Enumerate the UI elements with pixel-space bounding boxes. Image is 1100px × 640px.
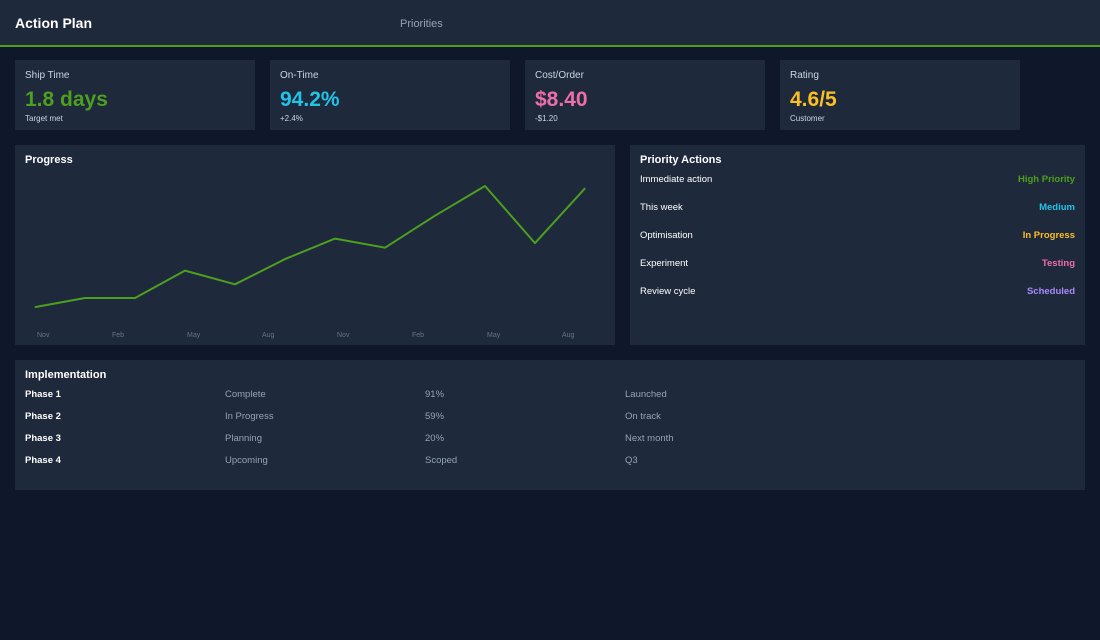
priority-badge[interactable]: Medium <box>1039 202 1075 213</box>
kpi-subtext: Target met <box>25 114 63 123</box>
phase-cell: Phase 1 <box>25 389 61 400</box>
priority-label: Immediate action <box>640 174 713 185</box>
progress-data-point <box>534 242 536 244</box>
app-title: Action Plan <box>15 15 93 31</box>
x-tick-label: Feb <box>112 332 124 339</box>
kpi-value: 1.8 days <box>25 88 108 111</box>
priority-label: Experiment <box>640 258 689 269</box>
priority-row: Immediate action High Priority <box>640 174 1075 188</box>
x-tick-label: Feb <box>412 332 424 339</box>
kpi-card-rating: Rating 4.6/5 Customer <box>780 60 1020 130</box>
progress-chart: Nov Feb May Aug Nov Feb May Aug <box>34 185 586 339</box>
table-row: Phase 3 Planning 20% Next month <box>25 433 1075 447</box>
priority-row: This week Medium <box>640 202 1075 216</box>
percent-cell: 91% <box>425 389 445 400</box>
priority-badge[interactable]: Scheduled <box>1026 286 1075 297</box>
percent-cell: 59% <box>425 411 445 422</box>
progress-data-point <box>484 185 486 187</box>
priority-label: Optimisation <box>640 230 693 241</box>
priority-row: Experiment Testing <box>640 258 1075 272</box>
status-cell: Complete <box>225 389 266 400</box>
note-cell: Next month <box>625 433 674 444</box>
progress-data-point <box>584 187 586 189</box>
priority-label: This week <box>640 202 683 213</box>
priority-badge[interactable]: Testing <box>1041 258 1075 269</box>
kpi-subtext: Customer <box>790 114 825 123</box>
x-tick-label: May <box>187 332 201 339</box>
note-cell: On track <box>625 411 661 422</box>
progress-title: Progress <box>25 154 73 166</box>
kpi-value: 94.2% <box>280 88 340 111</box>
kpi-value: 4.6/5 <box>790 88 837 111</box>
kpi-card-on-time: On-Time 94.2% +2.4% <box>270 60 510 130</box>
status-cell: Upcoming <box>225 455 268 466</box>
table-row: Phase 2 In Progress 59% On track <box>25 411 1075 425</box>
status-cell: In Progress <box>225 411 274 422</box>
x-tick-label: Nov <box>37 332 50 339</box>
kpi-label: Rating <box>790 70 819 81</box>
phase-cell: Phase 4 <box>25 455 61 466</box>
tab-priorities[interactable]: Priorities <box>400 18 443 30</box>
x-tick-label: Aug <box>562 332 575 339</box>
priority-row: Review cycle Scheduled <box>640 286 1075 300</box>
progress-data-point <box>234 283 236 285</box>
progress-data-point <box>184 270 186 272</box>
kpi-label: Cost/Order <box>535 70 584 81</box>
progress-data-point <box>34 306 36 308</box>
priority-actions-title: Priority Actions <box>640 154 722 166</box>
progress-data-point <box>84 297 86 299</box>
implementation-title: Implementation <box>25 369 107 381</box>
kpi-card-ship-time: Ship Time 1.8 days Target met <box>15 60 255 130</box>
progress-data-point <box>134 297 136 299</box>
percent-cell: 20% <box>425 433 445 444</box>
priority-actions-card: Priority Actions Immediate action High P… <box>630 145 1085 345</box>
priority-badge[interactable]: In Progress <box>1022 230 1075 241</box>
status-cell: Planning <box>225 433 262 444</box>
kpi-value: $8.40 <box>535 88 588 111</box>
priority-label: Review cycle <box>640 286 696 297</box>
progress-data-point <box>434 215 436 217</box>
table-row: Phase 1 Complete 91% Launched <box>25 389 1075 403</box>
x-tick-label: Nov <box>337 332 350 339</box>
kpi-card-cost-order: Cost/Order $8.40 -$1.20 <box>525 60 765 130</box>
progress-data-point <box>384 247 386 249</box>
kpi-label: On-Time <box>280 70 319 81</box>
phase-cell: Phase 2 <box>25 411 61 422</box>
table-row: Phase 4 Upcoming Scoped Q3 <box>25 455 1075 469</box>
priority-row: Optimisation In Progress <box>640 230 1075 244</box>
progress-data-point <box>284 258 286 260</box>
note-cell: Launched <box>625 389 667 400</box>
kpi-label: Ship Time <box>25 70 70 81</box>
kpi-subtext: -$1.20 <box>535 114 558 123</box>
implementation-card: Implementation Phase 1 Complete 91% Laun… <box>15 360 1085 490</box>
progress-series-line <box>34 185 586 309</box>
priority-badge[interactable]: High Priority <box>1017 174 1075 185</box>
percent-cell: Scoped <box>425 455 458 466</box>
progress-card: Progress Nov Feb May Aug Nov Feb May Aug <box>15 145 615 345</box>
x-tick-label: Aug <box>262 332 275 339</box>
phase-cell: Phase 3 <box>25 433 61 444</box>
kpi-subtext: +2.4% <box>280 114 303 123</box>
top-bar: Action Plan Priorities <box>0 0 1100 47</box>
note-cell: Q3 <box>625 455 638 466</box>
progress-data-point <box>334 238 336 240</box>
x-tick-label: May <box>487 332 501 339</box>
